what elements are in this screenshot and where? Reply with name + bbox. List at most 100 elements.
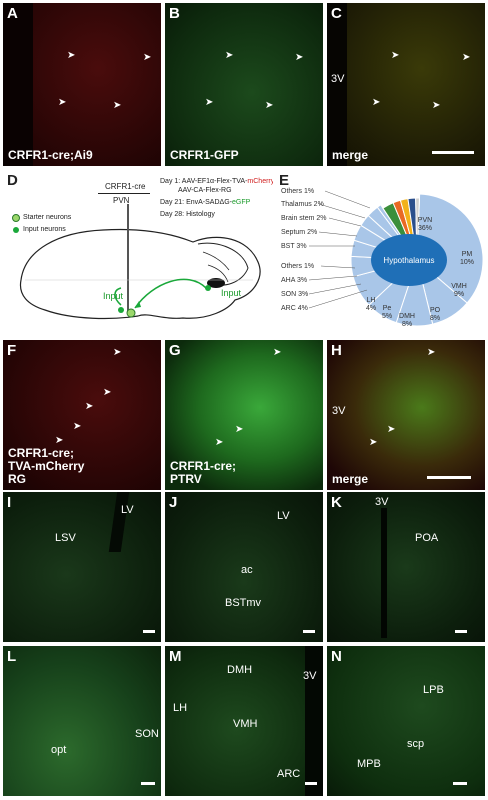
arrowhead-icon: ➤	[215, 437, 224, 448]
region-label: ARC	[277, 768, 301, 780]
pie-label-others-top: Others 1%	[281, 188, 314, 195]
arrowhead-icon: ➤	[372, 97, 381, 108]
arrowhead-icon: ➤	[235, 424, 244, 435]
panel-letter: K	[331, 494, 342, 511]
leader-line	[308, 283, 362, 295]
region-label: VMH	[233, 718, 258, 730]
panel-j: J LV ac BSTmv	[165, 492, 323, 642]
pie-label-son: SON 3%	[281, 291, 308, 298]
arrowhead-icon: ➤	[273, 347, 282, 358]
arrowhead-icon: ➤	[225, 50, 234, 61]
injection-title: CRFR1-cre	[105, 182, 146, 191]
panel-letter: I	[7, 494, 12, 511]
panel-letter: N	[331, 648, 342, 665]
starter-neuron-icon	[12, 214, 20, 222]
arrowhead-icon: ➤	[295, 52, 304, 63]
arrowhead-icon: ➤	[391, 50, 400, 61]
region-label: BSTmv	[225, 597, 262, 609]
arrowhead-icon: ➤	[369, 437, 378, 448]
panel-caption: merge	[332, 148, 369, 162]
input-label-2: Input	[221, 288, 242, 298]
panel-letter: A	[7, 5, 18, 22]
day28-text: Day 28: Histology	[160, 211, 215, 218]
arrowhead-icon: ➤	[427, 347, 436, 358]
arrowhead-icon: ➤	[387, 424, 396, 435]
panel-d: D CRFR1-cre PVN Day 1: AAV-EF1α-Flex-TVA…	[3, 170, 273, 338]
panel-h: H 3V ➤ ➤ ➤ merge	[327, 340, 485, 490]
scale-bar	[432, 151, 474, 154]
panel-caption: CRFR1-cre; TVA-mCherry RG	[8, 446, 85, 486]
panel-letter: E	[279, 172, 290, 189]
brain-schematic	[19, 204, 261, 320]
leader-line	[308, 289, 368, 309]
scale-bar	[143, 630, 155, 633]
input-neuron-icon	[13, 227, 19, 233]
region-label: LV	[277, 510, 290, 522]
pie-label-pe: Pe 5%	[382, 305, 392, 320]
arrowhead-icon: ➤	[432, 100, 441, 111]
panel-caption: merge	[332, 472, 369, 486]
leader-line	[320, 265, 356, 269]
panel-letter: J	[169, 494, 178, 511]
arrowhead-icon: ➤	[113, 347, 122, 358]
day1-text: Day 1: AAV-EF1α-Flex-TVA-mCherry	[160, 178, 273, 185]
leader-line	[328, 217, 362, 227]
arrowhead-icon: ➤	[73, 421, 82, 432]
region-label: DMH	[227, 664, 253, 676]
pie-label-bst: BST 3%	[281, 243, 307, 250]
pie-label-pm: PM 10%	[460, 251, 474, 266]
pie-center-hypothalamus	[371, 234, 447, 286]
leader-line	[324, 190, 371, 209]
panel-l: L opt SON	[3, 646, 161, 796]
scale-bar	[453, 782, 467, 785]
panel-caption: CRFR1-cre; PTRV	[170, 459, 237, 486]
scale-bar	[427, 476, 471, 479]
scale-bar	[305, 782, 317, 785]
region-label: 3V	[331, 73, 345, 85]
arrowhead-icon: ➤	[67, 50, 76, 61]
panel-letter: C	[331, 5, 342, 22]
pie-label-po: PO 8%	[430, 307, 441, 322]
arrowhead-icon: ➤	[265, 100, 274, 111]
day1-text-line2: AAV-CA-Flex-RG	[178, 187, 232, 194]
panel-caption: CRFR1-GFP	[170, 148, 239, 162]
arrowhead-icon: ➤	[103, 387, 112, 398]
pie-label-thalamus: Thalamus 2%	[281, 201, 324, 208]
pie-label-arc: ARC 4%	[281, 305, 308, 312]
pie-label-pvn: PVN 36%	[418, 217, 432, 232]
legend-starter: Starter neurons	[23, 214, 72, 221]
legend-input: Input neurons	[23, 226, 66, 233]
pie-slice-pvn	[416, 193, 484, 304]
panel-letter: B	[169, 5, 180, 22]
panel-c: C 3V ➤ ➤ ➤ ➤ merge	[327, 3, 485, 166]
arrowhead-icon: ➤	[85, 401, 94, 412]
region-label: scp	[407, 738, 425, 750]
panel-letter: G	[169, 342, 181, 359]
scale-bar	[455, 630, 467, 633]
panel-n: N LPB scp MPB	[327, 646, 485, 796]
panel-letter: F	[7, 342, 17, 359]
leader-line	[308, 275, 358, 281]
panel-e: E Hypothalamus PVN 36% PM 10% VMH 9% PO 8% DMH 8% P…	[275, 170, 485, 338]
region-label: 3V	[375, 496, 389, 508]
pie-center-label: Hypothalamus	[383, 256, 434, 265]
panel-caption: CRFR1-cre;Ai9	[8, 148, 93, 162]
pie-label-others-hyp: Others 1%	[281, 263, 314, 270]
region-label: SON	[135, 728, 159, 740]
panel-m: M DMH 3V LH VMH ARC	[165, 646, 323, 796]
pie-label-dmh: DMH 8%	[399, 313, 415, 328]
panel-letter: D	[7, 172, 18, 189]
divider-line	[98, 193, 150, 194]
panel-i: I LV LSV	[3, 492, 161, 642]
panel-b: B ➤ ➤ ➤ ➤ CRFR1-GFP	[165, 3, 323, 166]
region-label: POA	[415, 532, 439, 544]
scale-bar	[303, 630, 315, 633]
pie-label-brainstem: Brain stem 2%	[281, 215, 327, 222]
region-label: LPB	[423, 684, 444, 696]
panel-f: F ➤ ➤ ➤ ➤ ➤ CRFR1-cre; TVA-mCherry RG	[3, 340, 161, 490]
pie-label-vmh: VMH 9%	[451, 283, 467, 298]
leader-line	[318, 203, 366, 219]
input-label-1: Input	[103, 291, 124, 301]
region-label: LH	[173, 702, 188, 714]
region-label: LSV	[55, 532, 76, 544]
